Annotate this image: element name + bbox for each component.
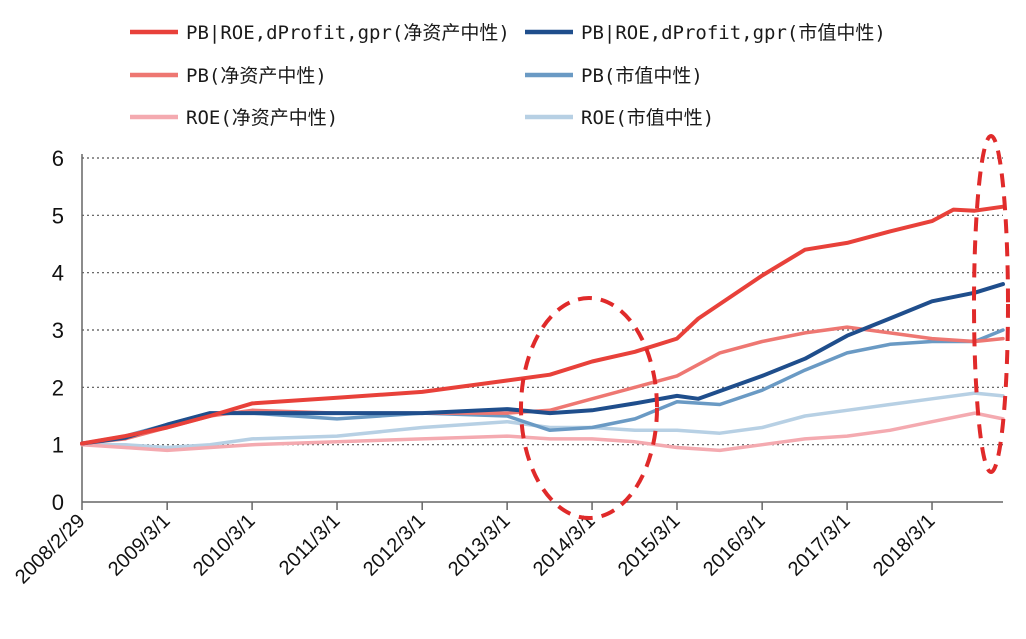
y-tick-label: 4 xyxy=(52,261,64,286)
x-tick-label: 2009/3/1 xyxy=(104,510,175,581)
y-tick-label: 1 xyxy=(52,433,64,458)
y-tick-label: 2 xyxy=(52,375,64,400)
x-tick-label: 2016/3/1 xyxy=(699,510,770,581)
x-tick-label: 2015/3/1 xyxy=(614,510,685,581)
x-tick-label: 2011/3/1 xyxy=(275,510,345,580)
annotations xyxy=(519,134,1010,520)
x-tick-label: 2008/2/29 xyxy=(11,510,89,588)
series-line-5 xyxy=(80,391,1005,450)
x-tick-label: 2013/3/1 xyxy=(444,510,515,581)
legend-label: PB|ROE,dProfit,gpr(净资产中性) xyxy=(186,22,510,44)
x-tick-label: 2017/3/1 xyxy=(784,510,855,581)
annotation-ellipse-latest xyxy=(972,134,1010,474)
series-line-0 xyxy=(80,204,1005,446)
x-tick-label: 2012/3/1 xyxy=(359,510,430,581)
series-lines xyxy=(80,204,1005,453)
legend: PB|ROE,dProfit,gpr(净资产中性) PB|ROE,dProfit,… xyxy=(130,22,886,129)
series-line-1 xyxy=(80,282,1005,446)
legend-label: PB(市值中性) xyxy=(581,65,703,87)
legend-label: ROE(市值中性) xyxy=(581,107,714,129)
legend-label: PB(净资产中性) xyxy=(186,65,327,87)
y-tick-label: 0 xyxy=(52,490,64,515)
y-tick-label: 5 xyxy=(52,203,64,228)
legend-label: PB|ROE,dProfit,gpr(市值中性) xyxy=(581,22,886,44)
axes: 0 1 2 3 4 5 6 2008/2/29 2009/3/1 2010/3/1 2011/3/1… xyxy=(11,146,1003,588)
legend-label: ROE(净资产中性) xyxy=(186,107,338,129)
annotation-ellipse-2014 xyxy=(519,296,659,520)
x-tick-label: 2010/3/1 xyxy=(189,510,260,581)
series-line-4 xyxy=(80,411,1005,453)
x-tick-label: 2018/3/1 xyxy=(869,510,940,581)
y-tick-label: 3 xyxy=(52,318,64,343)
x-tick-label: 2014/3/1 xyxy=(529,510,600,581)
grid-lines xyxy=(82,157,1003,446)
y-tick-label: 6 xyxy=(52,146,64,171)
